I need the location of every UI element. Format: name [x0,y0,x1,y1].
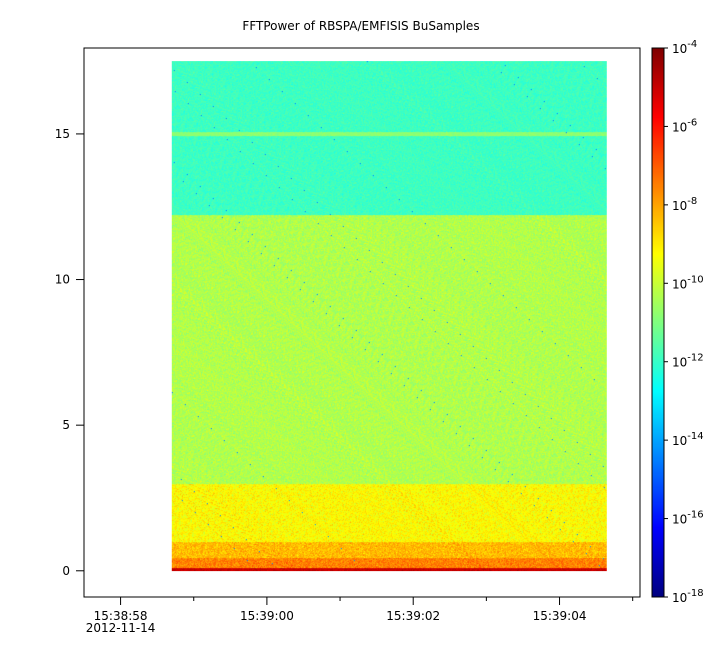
colorbar-tick-exponent: -16 [687,510,703,521]
colorbar-tick-base: 10 [672,434,687,448]
y-tick-label: 15 [55,127,70,141]
x-tick-date-label: 2012-11-14 [86,621,156,635]
x-tick-label: 15:38:58 [94,609,148,623]
colorbar-tick-label: 10-10 [672,274,704,291]
colorbar-tick-exponent: -4 [687,39,697,50]
y-axis-ticks: 0 5 10 15 [55,127,84,578]
colorbar-tick-base: 10 [672,591,687,605]
colorbar-tick-label: 10-12 [672,353,704,370]
colorbar-tick-base: 10 [672,120,687,134]
colorbar-gradient [652,48,664,597]
x-tick-label: 15:39:00 [240,609,294,623]
y-tick-label: 5 [62,418,70,432]
colorbar-tick-exponent: -10 [687,274,703,285]
colorbar-tick-exponent: -12 [687,353,703,364]
colorbar-tick-base: 10 [672,42,687,56]
colorbar-tick-label: 10-6 [672,117,697,134]
colorbar-tick-label: 10-14 [672,431,704,448]
colorbar-tick-base: 10 [672,513,687,527]
x-tick-label: 15:39:02 [386,609,440,623]
colorbar-tick-exponent: -6 [687,117,697,128]
colorbar-tick-exponent: -14 [687,431,703,442]
colorbar-frame [651,47,665,598]
chart-title: FFTPower of RBSPA/EMFISIS BuSamples [242,19,479,33]
spectrogram-heatmap [171,61,607,572]
y-tick-label: 10 [55,273,70,287]
colorbar-tick-label: 10-16 [672,510,704,527]
colorbar-tick-exponent: -18 [687,588,703,599]
colorbar-tick-base: 10 [672,356,687,370]
colorbar-tick-exponent: -8 [687,196,697,207]
x-tick-label: 15:39:04 [533,609,587,623]
y-tick-label: 0 [62,564,70,578]
colorbar-tick-base: 10 [672,199,687,213]
colorbar-tick-label: 10-4 [672,39,697,56]
colorbar-tick-label: 10-8 [672,196,697,213]
colorbar-tick-base: 10 [672,277,687,291]
colorbar-tick-label: 10-18 [672,588,704,605]
